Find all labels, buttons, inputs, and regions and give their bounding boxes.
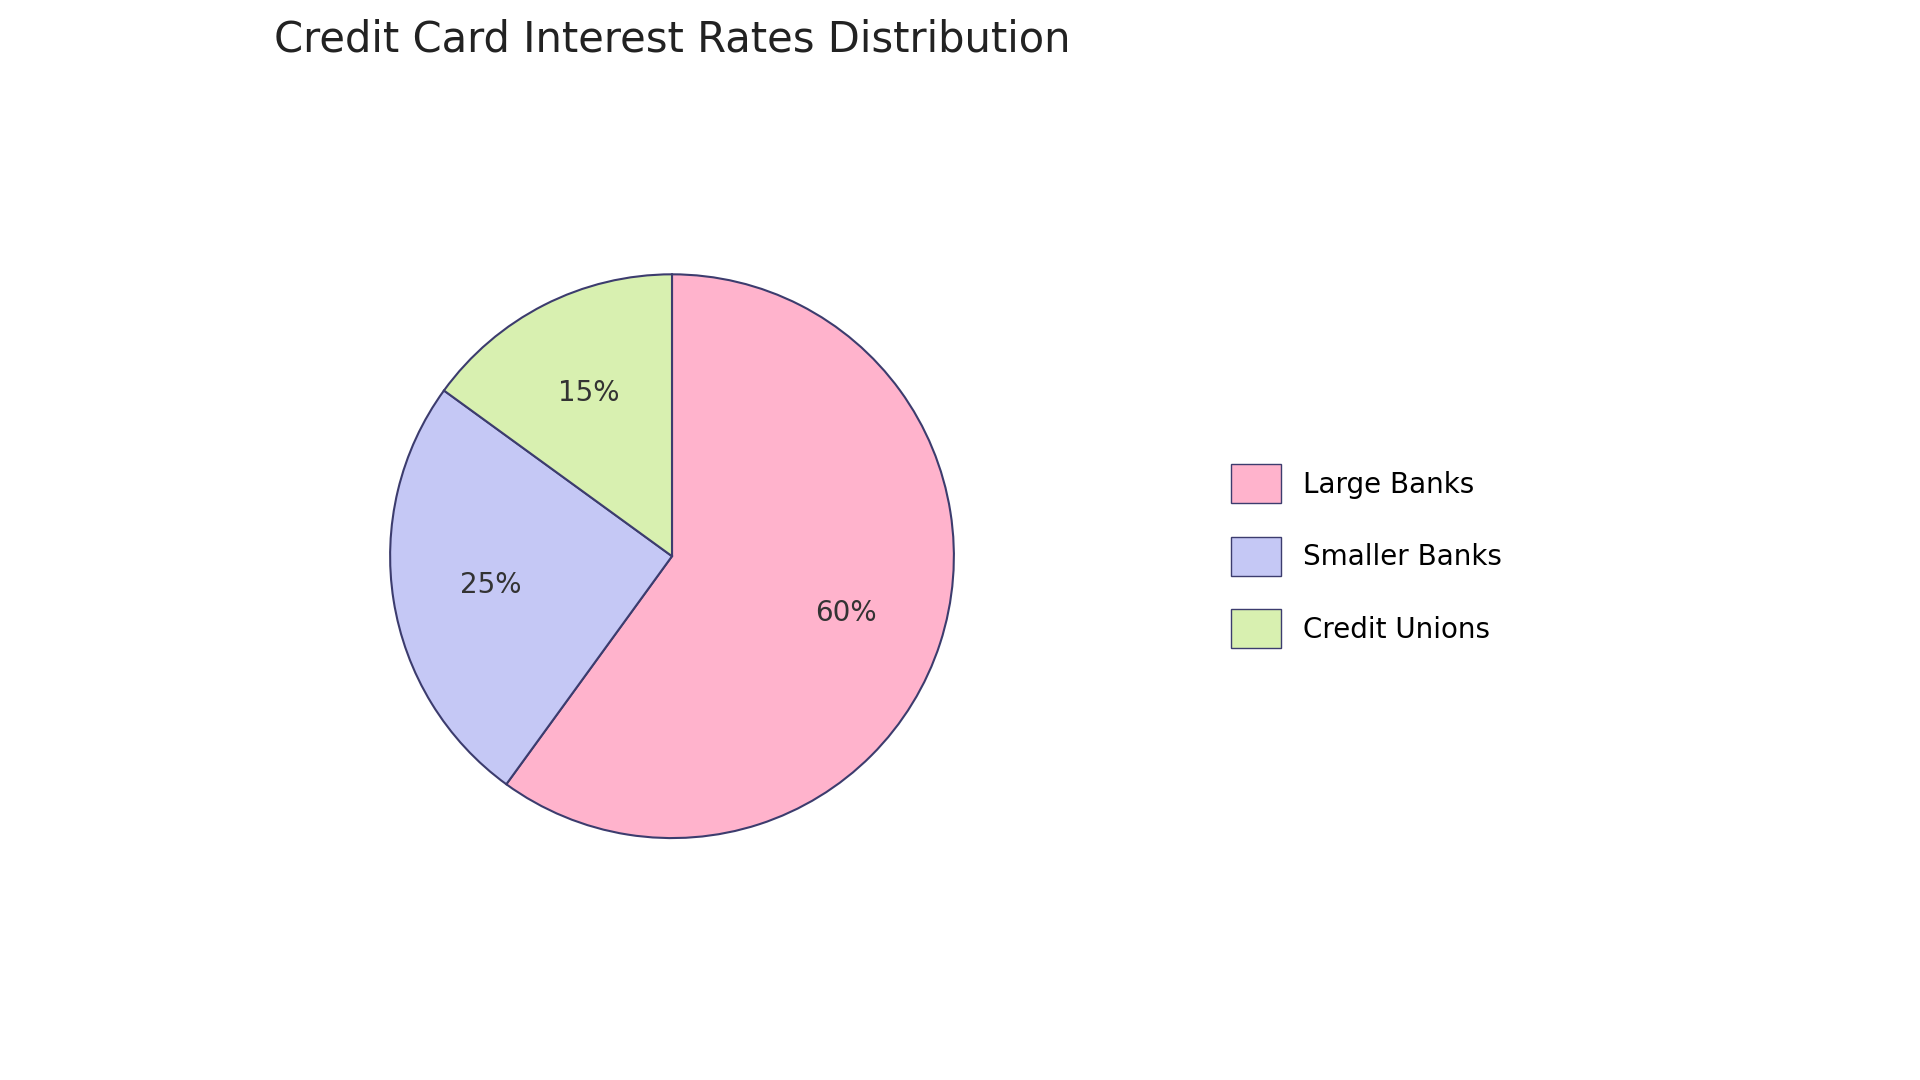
- Legend: Large Banks, Smaller Banks, Credit Unions: Large Banks, Smaller Banks, Credit Union…: [1231, 464, 1501, 648]
- Wedge shape: [390, 391, 672, 784]
- Text: 15%: 15%: [559, 379, 620, 407]
- Text: 60%: 60%: [816, 598, 877, 626]
- Wedge shape: [507, 274, 954, 838]
- Text: 25%: 25%: [461, 571, 522, 599]
- Wedge shape: [444, 274, 672, 556]
- Title: Credit Card Interest Rates Distribution: Credit Card Interest Rates Distribution: [275, 18, 1069, 60]
